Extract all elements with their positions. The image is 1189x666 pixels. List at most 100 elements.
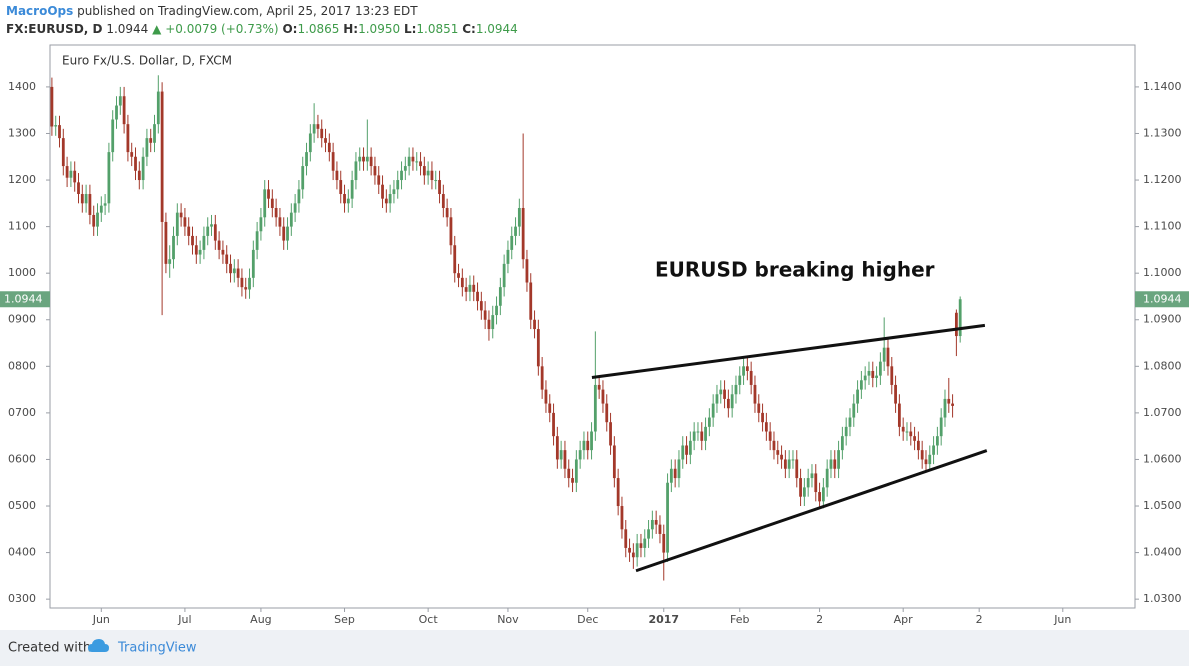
- candle-body: [799, 478, 802, 497]
- ohlc-label: O:: [282, 22, 298, 36]
- candle-body: [867, 370, 871, 376]
- candle-body: [464, 287, 468, 292]
- candle-body: [251, 249, 255, 278]
- candle-body: [700, 431, 704, 441]
- symbol-line: FX:EURUSD, D 1.0944 ▲ +0.0079 (+0.73%) O…: [6, 22, 518, 36]
- candle-body: [141, 156, 145, 181]
- y-tick-label: 0700: [8, 406, 36, 419]
- candle-body: [897, 403, 901, 427]
- candle-body: [951, 403, 954, 406]
- candle-body: [392, 189, 396, 195]
- candle-body: [358, 156, 362, 162]
- candle-body: [563, 450, 567, 469]
- candle-body: [913, 436, 916, 441]
- x-tick-label: Jul: [177, 613, 191, 626]
- y-tick-label: 0800: [8, 359, 36, 372]
- y2-tick-label: 1.0800: [1143, 359, 1182, 372]
- candle-body: [168, 259, 172, 264]
- candle-body: [928, 454, 932, 465]
- candle-body: [191, 235, 194, 246]
- candle-body: [430, 170, 434, 181]
- candle-body: [282, 226, 286, 241]
- y2-tick-label: 1.1000: [1143, 266, 1182, 279]
- candle-body: [894, 384, 897, 404]
- candle-body: [954, 312, 958, 337]
- candle-body: [434, 180, 438, 182]
- candle-body: [175, 212, 179, 236]
- candle-body: [802, 487, 806, 497]
- candle-body: [935, 436, 939, 446]
- candle-body: [681, 445, 685, 460]
- candle-body: [388, 194, 392, 204]
- candle-body: [153, 124, 156, 143]
- candle-body: [369, 156, 373, 167]
- candle-body: [419, 161, 422, 167]
- candle-body: [586, 440, 590, 451]
- publish-line: MacroOps published on TradingView.com, A…: [6, 4, 418, 18]
- candle-body: [631, 552, 635, 558]
- candle-body: [776, 450, 780, 455]
- candle-body: [704, 426, 707, 441]
- candle-body: [567, 468, 571, 479]
- candle-body: [533, 319, 536, 330]
- candle-body: [871, 370, 875, 378]
- candle-body: [381, 184, 384, 199]
- candle-body: [99, 205, 103, 213]
- candle-body: [103, 203, 107, 206]
- y2-tick-label: 1.0500: [1143, 499, 1182, 512]
- published-text: published on TradingView.com, April 25, …: [77, 4, 418, 18]
- candle-body: [134, 156, 137, 171]
- ohlc: O:1.0865 H:1.0950 L:1.0851 C:1.0944: [282, 22, 517, 36]
- y2-tick-label: 1.0400: [1143, 546, 1182, 559]
- candle-body: [669, 468, 673, 483]
- candle-body: [400, 170, 403, 181]
- candle-body: [715, 394, 719, 404]
- candle-body: [362, 156, 365, 162]
- candle-body: [780, 454, 783, 460]
- candle-body: [609, 422, 612, 446]
- x-tick-label: Feb: [730, 613, 749, 626]
- candle-body: [620, 506, 624, 530]
- candle-body: [202, 235, 206, 250]
- y2-tick-label: 1.1300: [1143, 126, 1182, 139]
- candle-body: [122, 96, 126, 125]
- candle-body: [50, 86, 54, 127]
- candle-body: [852, 403, 856, 418]
- candle-body: [411, 156, 415, 162]
- candle-body: [764, 422, 768, 432]
- candle-body: [58, 125, 61, 139]
- candle-body: [88, 194, 92, 215]
- candle-body: [628, 547, 631, 553]
- candle-body: [278, 217, 282, 227]
- candle-body: [426, 170, 430, 176]
- candle-body: [624, 529, 628, 548]
- candle-body: [118, 96, 122, 106]
- candle-body: [365, 156, 369, 162]
- candle-body: [738, 375, 742, 385]
- candle-body: [457, 273, 460, 278]
- x-tick-label: Jun: [1053, 613, 1071, 626]
- candle-body: [787, 459, 791, 469]
- candle-body: [210, 224, 213, 227]
- candle-body: [605, 403, 609, 423]
- candle-body: [726, 398, 730, 409]
- candle-body: [757, 403, 761, 413]
- candle-body: [958, 299, 962, 337]
- publisher[interactable]: MacroOps: [6, 4, 74, 18]
- candle-body: [745, 366, 749, 371]
- candle-body: [875, 375, 878, 378]
- price-badge-right: [1135, 291, 1189, 308]
- candle-body: [510, 235, 514, 250]
- candle-body: [308, 133, 312, 153]
- candle-body: [232, 268, 236, 274]
- candle-body: [407, 156, 411, 167]
- candle-body: [540, 366, 544, 390]
- candle-body: [730, 394, 734, 409]
- candle-body: [179, 212, 183, 218]
- footer-brand[interactable]: TradingView: [117, 641, 197, 656]
- candle-body: [517, 207, 521, 227]
- candle-body: [343, 194, 346, 204]
- candle-body: [825, 468, 829, 488]
- x-tick-label: Nov: [497, 613, 519, 626]
- y-tick-label: 1400: [8, 80, 36, 93]
